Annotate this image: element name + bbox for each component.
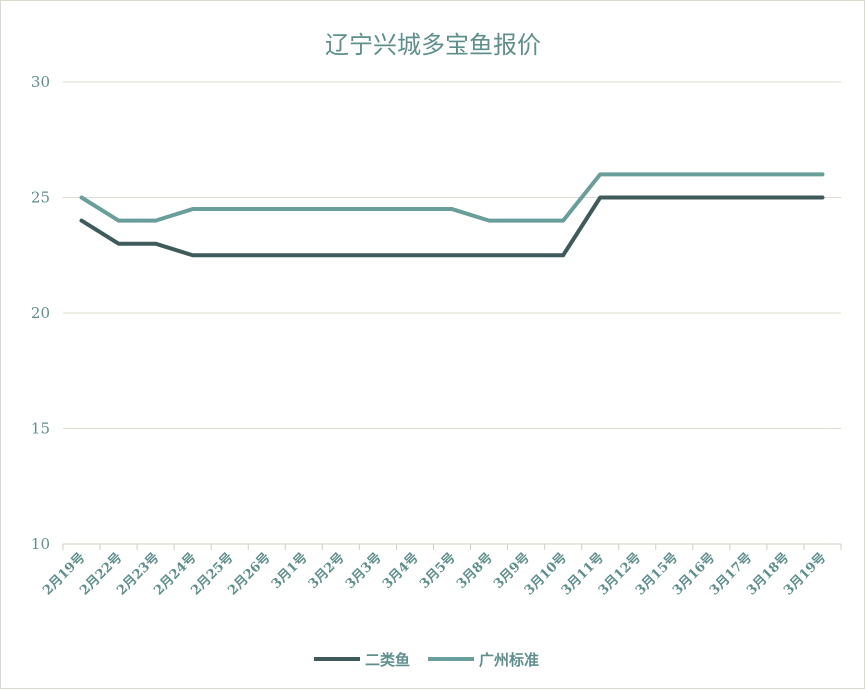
y-tick-label: 15 xyxy=(31,420,50,438)
x-axis-ticks: 2月19号2月22号2月23号2月24号2月25号2月26号3月1号3月2号3月… xyxy=(40,550,829,598)
series-line-2 xyxy=(79,172,825,223)
x-tick-label: 3月1号 xyxy=(269,550,311,592)
x-tick-label: 3月8号 xyxy=(454,550,496,592)
gridlines xyxy=(63,81,841,429)
y-tick-label: 30 xyxy=(31,73,50,91)
legend-label: 广州标准 xyxy=(479,651,539,669)
x-tick-label: 3月4号 xyxy=(380,550,422,592)
y-tick-label: 10 xyxy=(31,535,50,553)
x-axis xyxy=(62,543,842,550)
y-axis-ticks: 10 15 20 25 30 xyxy=(31,73,50,553)
x-tick-label: 3月3号 xyxy=(343,550,385,592)
series-lines xyxy=(79,172,825,258)
series-line-1 xyxy=(79,195,825,258)
chart-title: 辽宁兴城多宝鱼报价 xyxy=(325,31,541,59)
y-tick-label: 20 xyxy=(31,304,50,322)
x-tick-label: 3月2号 xyxy=(306,550,348,592)
legend: 二类鱼 广州标准 xyxy=(314,651,539,669)
x-tick-label: 3月5号 xyxy=(417,550,459,592)
y-tick-label: 25 xyxy=(31,189,50,207)
legend-label: 二类鱼 xyxy=(365,651,410,669)
